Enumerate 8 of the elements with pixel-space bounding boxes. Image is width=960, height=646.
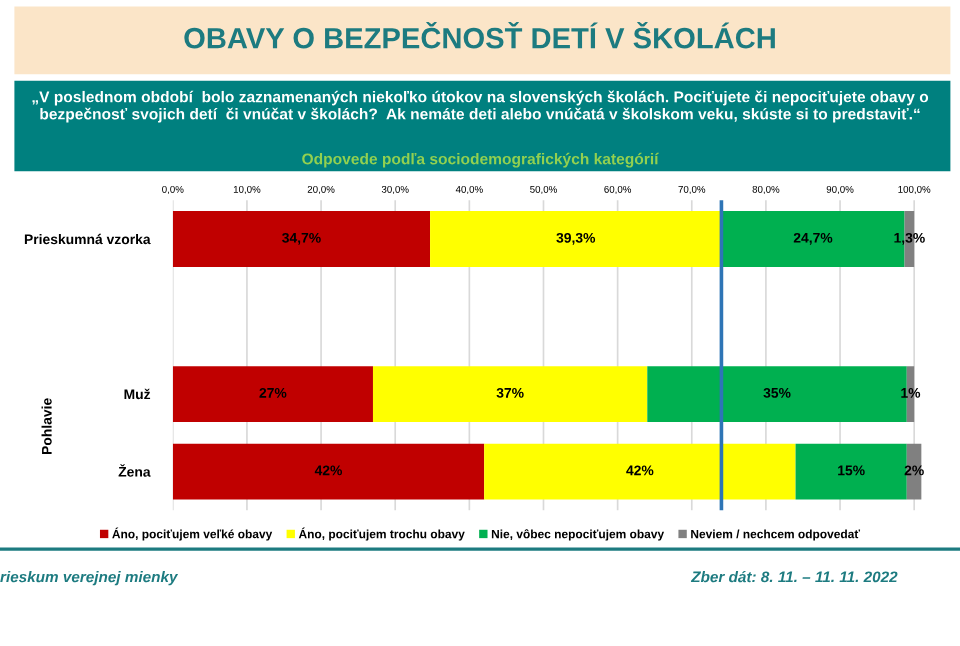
bar — [172, 211, 431, 267]
bar — [484, 443, 796, 500]
bar — [795, 443, 907, 500]
bar — [372, 366, 648, 422]
bar — [172, 443, 485, 500]
chart-title: OBAVY O BEZPEČNOSŤ DETÍ V ŠKOLÁCH — [184, 22, 775, 49]
bar — [430, 211, 722, 267]
bar — [172, 366, 373, 422]
